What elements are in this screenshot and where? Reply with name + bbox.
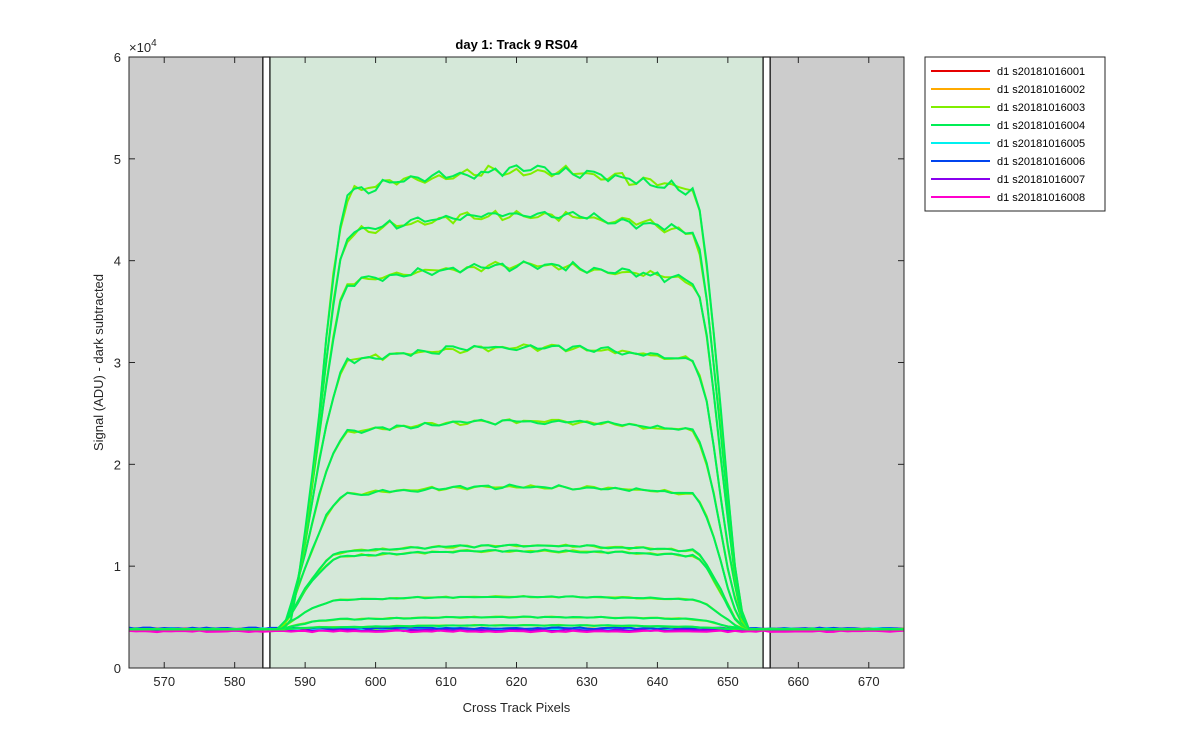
x-tick-label-9: 660	[787, 674, 809, 689]
legend-label-7: d1 s20181016008	[997, 192, 1085, 204]
y-axis-label: Signal (ADU) - dark subtracted	[91, 274, 106, 451]
legend-label-5: d1 s20181016006	[997, 156, 1085, 168]
legend: d1 s20181016001 d1 s20181016002 d1 s201810…	[924, 56, 1106, 212]
shaded-region-2	[770, 57, 904, 668]
y-exponent-label: ×104	[129, 38, 157, 55]
x-tick-label-0: 570	[153, 674, 175, 689]
y-tick-label-4: 4	[114, 254, 121, 269]
legend-label-1: d1 s20181016002	[997, 84, 1085, 96]
x-tick-label-4: 610	[435, 674, 457, 689]
y-tick-label-1: 1	[114, 559, 121, 574]
legend-label-4: d1 s20181016005	[997, 138, 1085, 150]
shaded-region-0	[129, 57, 263, 668]
legend-label-6: d1 s20181016007	[997, 174, 1085, 186]
legend-box	[924, 56, 1106, 212]
x-tick-label-3: 600	[365, 674, 387, 689]
boundary-box-0	[262, 56, 271, 669]
x-tick-label-1: 580	[224, 674, 246, 689]
x-tick-label-6: 630	[576, 674, 598, 689]
y-tick-label-2: 2	[114, 457, 121, 472]
shaded-region-1	[269, 57, 764, 668]
y-tick-label-3: 3	[114, 356, 121, 371]
legend-label-3: d1 s20181016004	[997, 120, 1085, 132]
y-tick-label-5: 5	[114, 152, 121, 167]
y-tick-label-0: 0	[114, 661, 121, 676]
legend-label-2: d1 s20181016003	[997, 102, 1085, 114]
x-tick-label-7: 640	[647, 674, 669, 689]
y-tick-label-6: 6	[114, 50, 121, 65]
shaded-regions	[129, 57, 904, 668]
x-tick-label-10: 670	[858, 674, 880, 689]
y-ticks: 0 1 2 3 4 5 6	[114, 50, 904, 676]
x-ticks: 570 580 590 600 610 620 630 640 650 660 670	[153, 57, 880, 689]
legend-label-0: d1 s20181016001	[997, 66, 1085, 78]
chart-title: day 1: Track 9 RS04	[455, 37, 578, 52]
x-axis-label: Cross Track Pixels	[463, 700, 571, 715]
boundary-box-1	[762, 56, 771, 669]
x-tick-label-5: 620	[506, 674, 528, 689]
series-profile-10-1	[129, 164, 904, 631]
x-tick-label-8: 650	[717, 674, 739, 689]
series-baseline-7	[128, 629, 905, 634]
x-tick-label-2: 590	[294, 674, 316, 689]
series-lines	[128, 164, 905, 634]
